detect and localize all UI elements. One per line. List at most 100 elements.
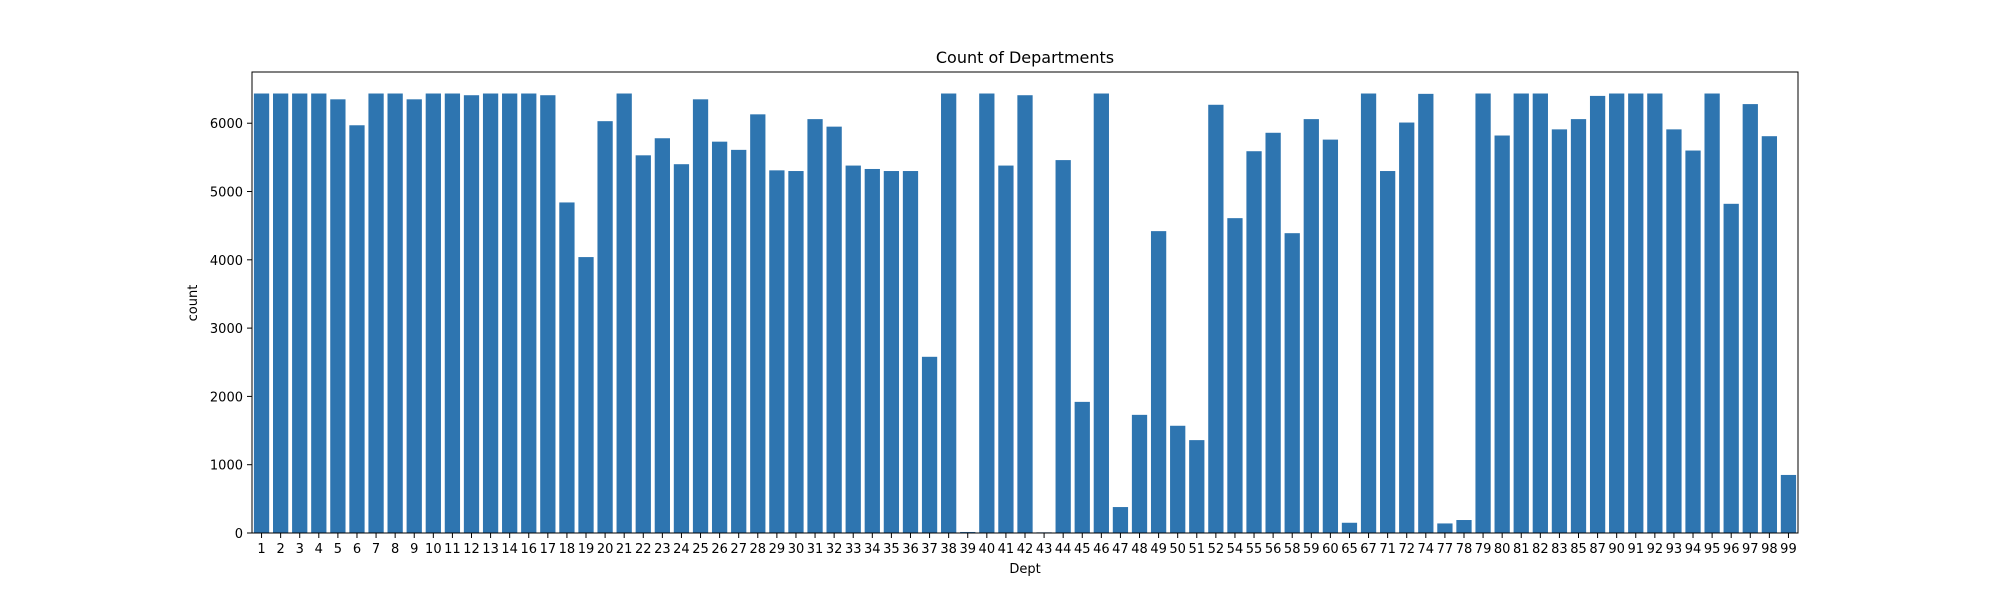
x-tick-label: 19 (578, 542, 595, 557)
bar-dept-25 (692, 99, 709, 533)
x-tick-label: 39 (959, 542, 976, 557)
x-axis-label: Dept (1009, 562, 1040, 577)
x-tick-label: 35 (883, 542, 900, 557)
bar-dept-83 (1551, 129, 1568, 533)
bar-dept-16 (521, 93, 537, 533)
bar-dept-8 (387, 93, 403, 533)
x-tick-label: 14 (501, 542, 518, 557)
x-tick-label: 90 (1608, 542, 1625, 557)
bar-dept-36 (902, 171, 919, 533)
x-tick-label: 4 (315, 542, 323, 557)
bar-dept-50 (1170, 425, 1186, 533)
x-tick-label: 67 (1360, 542, 1377, 557)
bar-dept-96 (1723, 203, 1739, 533)
x-tick-label: 30 (788, 542, 805, 557)
y-axis-ticks: 0 1000 2000 3000 4000 5000 6000 (210, 117, 252, 542)
bar-dept-21 (616, 93, 632, 533)
y-tick-label: 2000 (210, 390, 243, 405)
x-tick-label: 93 (1666, 542, 1683, 557)
x-tick-label: 60 (1322, 542, 1339, 557)
bar-dept-30 (788, 171, 804, 533)
x-tick-label: 21 (616, 542, 633, 557)
x-tick-label: 37 (921, 542, 938, 557)
x-tick-label: 23 (654, 542, 671, 557)
x-tick-label: 11 (444, 542, 461, 557)
x-tick-label: 83 (1551, 542, 1568, 557)
bar-dept-93 (1666, 129, 1682, 533)
x-tick-label: 18 (559, 542, 576, 557)
bar-dept-20 (597, 121, 613, 534)
x-tick-label: 50 (1169, 542, 1186, 557)
bar-dept-4 (311, 93, 327, 533)
bar-dept-59 (1303, 119, 1319, 534)
bar-dept-38 (941, 93, 957, 533)
bar-dept-14 (502, 93, 518, 533)
y-tick-label: 3000 (210, 322, 243, 337)
x-tick-label: 82 (1532, 542, 1549, 557)
x-tick-label: 91 (1627, 542, 1644, 557)
x-tick-label: 95 (1704, 542, 1721, 557)
y-tick-label: 5000 (210, 186, 243, 201)
bar-dept-72 (1399, 122, 1415, 533)
x-tick-label: 12 (463, 542, 480, 557)
bar-dept-95 (1704, 93, 1720, 533)
x-tick-label: 94 (1685, 542, 1702, 557)
bar-dept-2 (273, 93, 289, 533)
x-tick-label: 43 (1036, 542, 1053, 557)
bar-dept-77 (1437, 523, 1453, 533)
x-tick-label: 9 (410, 542, 418, 557)
x-tick-label: 34 (864, 542, 881, 557)
bar-dept-92 (1647, 93, 1663, 533)
bar-dept-44 (1055, 160, 1071, 533)
x-tick-label: 96 (1723, 542, 1740, 557)
bar-dept-41 (998, 165, 1014, 533)
bar-dept-82 (1532, 93, 1548, 533)
y-tick-label: 4000 (210, 254, 243, 269)
bar-dept-42 (1017, 95, 1033, 533)
x-tick-label: 74 (1418, 542, 1435, 557)
x-tick-label: 3 (296, 542, 304, 557)
bar-dept-97 (1742, 104, 1758, 533)
y-tick-label: 6000 (210, 117, 243, 132)
bar-dept-19 (578, 257, 594, 533)
bar-dept-87 (1589, 95, 1606, 534)
x-tick-label: 29 (769, 542, 786, 557)
x-axis-ticks: 1 2 3 4 5 6 7 8 9 10 11 12 13 14 16 17 18 19 20 21 22 23 24 25 2… (257, 533, 1797, 557)
bar-dept-40 (979, 93, 995, 533)
x-tick-label: 51 (1189, 542, 1206, 557)
x-tick-label: 92 (1647, 542, 1664, 557)
bar-dept-11 (444, 93, 461, 533)
bar-dept-37 (921, 356, 938, 533)
bar-dept-31 (807, 119, 823, 534)
bar-dept-26 (711, 141, 728, 533)
bar-dept-85 (1570, 119, 1587, 534)
bar-dept-65 (1341, 522, 1358, 533)
x-tick-label: 71 (1379, 542, 1396, 557)
bar-dept-18 (559, 202, 575, 533)
x-tick-label: 56 (1265, 542, 1282, 557)
x-tick-label: 40 (979, 542, 996, 557)
x-tick-label: 25 (692, 542, 709, 557)
x-tick-label: 77 (1437, 542, 1454, 557)
bar-dept-17 (540, 95, 556, 533)
bar-dept-12 (463, 95, 480, 533)
x-tick-label: 65 (1341, 542, 1358, 557)
x-tick-label: 7 (372, 542, 380, 557)
x-tick-label: 45 (1074, 542, 1091, 557)
x-tick-label: 79 (1475, 542, 1492, 557)
bar-dept-81 (1513, 93, 1529, 533)
x-tick-label: 80 (1494, 542, 1511, 557)
x-tick-label: 20 (597, 542, 614, 557)
bar-dept-22 (635, 155, 651, 533)
x-tick-label: 31 (807, 542, 824, 557)
bar-dept-99 (1780, 474, 1797, 533)
x-tick-label: 59 (1303, 542, 1320, 557)
bar-dept-23 (654, 138, 670, 533)
y-axis-label: count (186, 285, 201, 322)
bar-dept-94 (1685, 150, 1701, 534)
y-tick-label: 1000 (210, 459, 243, 474)
x-tick-label: 49 (1150, 542, 1167, 557)
bar-dept-47 (1112, 507, 1129, 533)
x-tick-label: 87 (1589, 542, 1606, 557)
